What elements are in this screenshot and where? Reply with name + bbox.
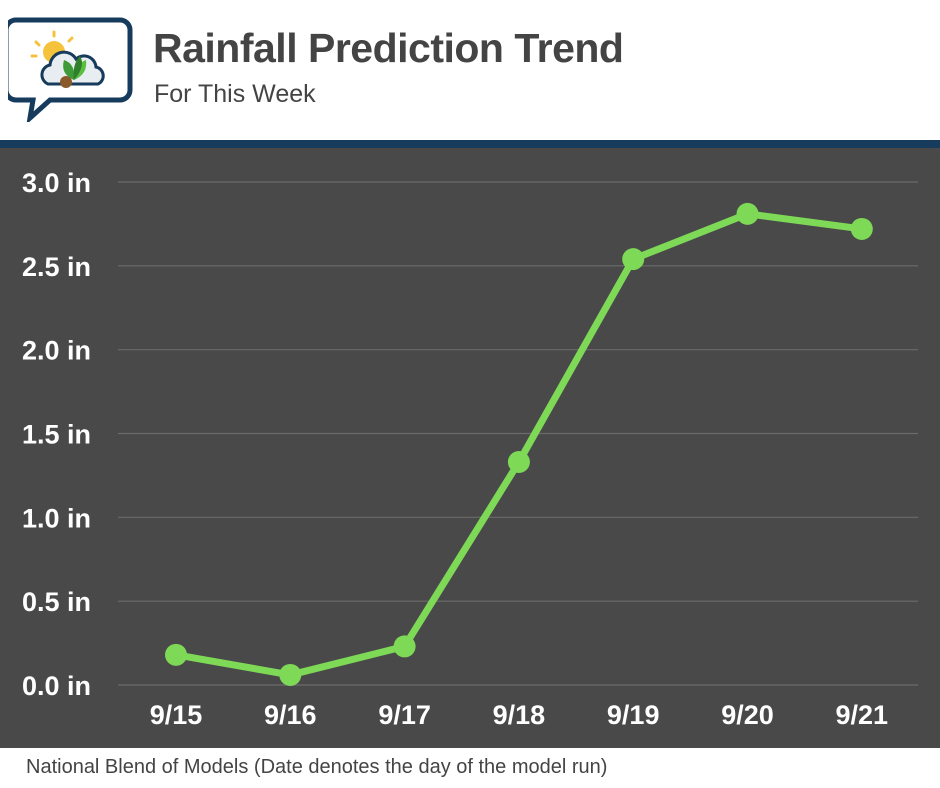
data-point bbox=[622, 248, 645, 271]
plot-area: 0.0 in 0.5 in 1.0 in 1.5 in 2.0 in 2.5 in 3.0 … bbox=[0, 148, 940, 748]
data-point bbox=[850, 217, 873, 240]
line-chart: 0.0 in 0.5 in 1.0 in 1.5 in 2.0 in 2.5 in 3.0 … bbox=[22, 168, 918, 730]
data-source-note: National Blend of Models (Date denotes t… bbox=[26, 756, 608, 778]
series-line bbox=[172, 210, 866, 679]
header: Rainfall Prediction Trend For This Week bbox=[0, 0, 940, 140]
data-point bbox=[165, 643, 187, 666]
y-tick-label: 3.0 in bbox=[22, 168, 91, 198]
sun-cloud-leaf-logo-icon bbox=[8, 17, 133, 122]
data-point bbox=[393, 635, 416, 658]
x-tick-label: 9/20 bbox=[721, 700, 774, 730]
x-tick-label: 9/21 bbox=[836, 700, 889, 730]
x-tick-label: 9/15 bbox=[150, 700, 203, 730]
footer bbox=[0, 748, 940, 788]
data-point bbox=[279, 663, 302, 686]
y-tick-label: 2.0 in bbox=[22, 336, 91, 366]
x-tick-label: 9/17 bbox=[378, 700, 431, 730]
data-point bbox=[507, 451, 530, 474]
y-tick-label: 1.5 in bbox=[22, 420, 91, 450]
chart-title: Rainfall Prediction Trend bbox=[153, 25, 624, 71]
header-divider bbox=[0, 140, 940, 148]
data-point bbox=[736, 202, 759, 225]
chart-subtitle: For This Week bbox=[154, 80, 316, 108]
x-tick-label: 9/19 bbox=[607, 700, 660, 730]
y-tick-label: 0.0 in bbox=[22, 671, 91, 701]
y-tick-label: 0.5 in bbox=[22, 587, 91, 617]
y-tick-label: 2.5 in bbox=[22, 252, 91, 282]
x-tick-label: 9/16 bbox=[264, 700, 317, 730]
x-tick-label: 9/18 bbox=[493, 700, 546, 730]
y-tick-label: 1.0 in bbox=[22, 503, 91, 533]
